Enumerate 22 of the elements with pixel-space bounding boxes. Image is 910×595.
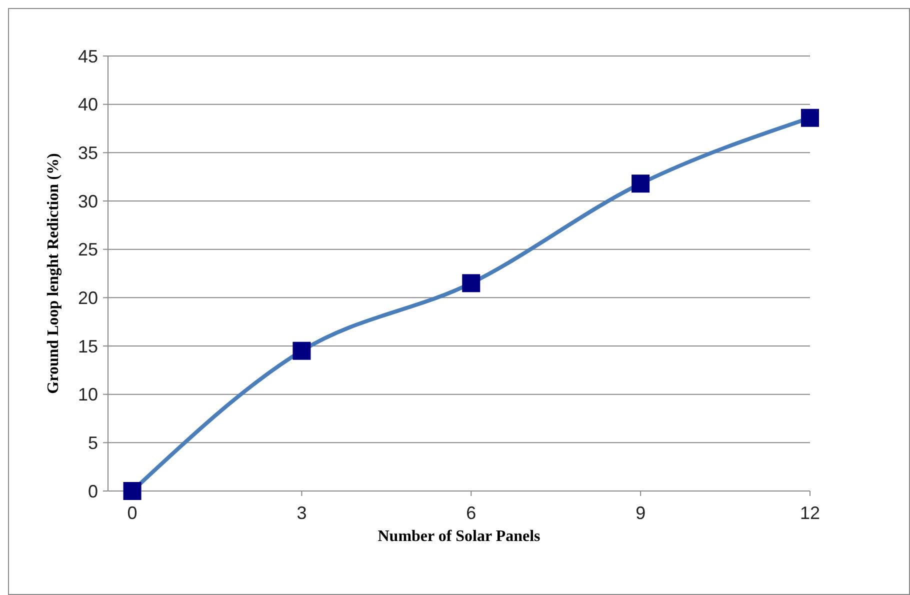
- y-tick-label: 15: [78, 336, 98, 356]
- x-tick-label: 3: [296, 503, 307, 523]
- x-tick-label: 12: [800, 503, 820, 523]
- y-tick-label: 5: [88, 432, 98, 453]
- y-tick-label: 0: [88, 481, 98, 502]
- y-axis-title: Ground Loop lenght Rediction (%): [45, 153, 62, 394]
- y-tick-label: 45: [78, 46, 98, 66]
- point: [632, 174, 650, 193]
- x-tick-label: 6: [466, 503, 476, 523]
- x-tick-label: 0: [127, 503, 138, 523]
- x-axis-title: Number of Solar Panels: [378, 528, 540, 545]
- x-tick-label: 9: [636, 503, 646, 523]
- y-tick-label: 35: [78, 142, 98, 163]
- y-tick-label: 10: [78, 384, 98, 405]
- point: [801, 108, 819, 127]
- point: [292, 342, 311, 360]
- point: [462, 274, 480, 292]
- y-tick-label: 25: [78, 240, 98, 260]
- y-tick-label: 40: [78, 94, 98, 115]
- y-tick-label: 20: [78, 288, 98, 308]
- point: [123, 482, 142, 500]
- y-tick-label: 30: [78, 191, 98, 212]
